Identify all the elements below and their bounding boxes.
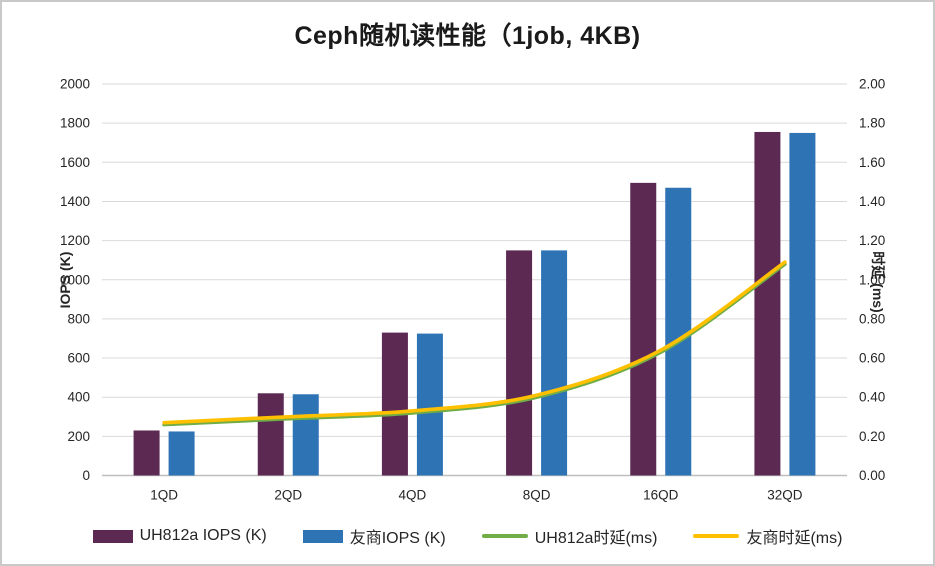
- left-axis-tick-label: 800: [67, 311, 90, 326]
- right-axis-tick-label: 0.80: [859, 311, 885, 326]
- bar-uh812a-16qd: [630, 182, 657, 476]
- bar-youshang-1qd: [168, 431, 195, 476]
- left-axis-tick-label: 1200: [60, 233, 90, 248]
- left-axis-tick-label: 2000: [60, 77, 90, 92]
- legend-item-3: 友商时延(ms): [693, 524, 842, 548]
- legend-item-2: UH812a时延(ms): [481, 524, 658, 548]
- chart-title: Ceph随机读性能（1job, 4KB): [294, 22, 641, 50]
- left-axis-tick-label: 400: [67, 390, 90, 405]
- bar-uh812a-2qd: [257, 393, 284, 476]
- bar-youshang-4qd: [416, 333, 443, 476]
- legend-line-swatch-2: [481, 534, 528, 538]
- bar-youshang-16qd: [665, 187, 692, 476]
- bar-uh812a-4qd: [381, 332, 408, 476]
- left-axis-title: IOPS (K): [57, 251, 73, 309]
- legend-bar-swatch-1: [302, 529, 343, 543]
- left-axis-tick-label: 200: [67, 429, 90, 444]
- right-axis-tick-label: 0.40: [859, 390, 885, 405]
- legend-item-label: UH812a时延(ms): [534, 530, 658, 547]
- bar-youshang-32qd: [789, 132, 816, 476]
- left-axis-tick-label: 1400: [60, 194, 90, 209]
- x-axis-tick-label: 4QD: [399, 488, 427, 503]
- legend: UH812a IOPS (K) 友商IOPS (K) UH812a时延(ms) 友商时…: [2, 524, 933, 548]
- legend-item-label: 友商IOPS (K): [349, 530, 446, 547]
- legend-item-0: UH812a IOPS (K): [92, 527, 267, 545]
- x-axis-tick-label: 16QD: [643, 488, 679, 503]
- x-axis-tick-label: 1QD: [150, 488, 178, 503]
- left-axis-tick-label: 0: [82, 468, 90, 483]
- legend-item-label: 友商时延(ms): [746, 530, 843, 547]
- bar-uh812a-8qd: [506, 250, 533, 476]
- right-axis-tick-label: 0.60: [859, 351, 885, 366]
- right-axis-tick-label: 1.60: [859, 155, 885, 170]
- bar-youshang-2qd: [292, 394, 319, 476]
- legend-item-label: UH812a IOPS (K): [139, 527, 267, 544]
- right-axis-tick-label: 2.00: [859, 77, 885, 92]
- right-axis-tick-label: 1.40: [859, 194, 885, 209]
- left-axis-tick-label: 1000: [60, 272, 90, 287]
- legend-bar-swatch-0: [92, 529, 133, 543]
- left-axis-tick-label: 1600: [60, 155, 90, 170]
- right-axis-tick-label: 1.00: [859, 272, 885, 287]
- x-axis-tick-label: 32QD: [767, 488, 803, 503]
- x-axis-tick-label: 8QD: [523, 488, 551, 503]
- x-axis-tick-label: 2QD: [274, 488, 302, 503]
- bar-uh812a-1qd: [133, 430, 160, 476]
- legend-item-1: 友商IOPS (K): [302, 524, 446, 548]
- right-axis-tick-label: 1.80: [859, 116, 885, 131]
- bar-uh812a-32qd: [754, 131, 781, 476]
- bar-youshang-8qd: [541, 250, 568, 476]
- legend-line-swatch-3: [693, 534, 740, 538]
- left-axis-tick-label: 600: [67, 351, 90, 366]
- right-axis-title: 时延 (ms): [870, 251, 886, 313]
- left-axis-tick-label: 1800: [60, 116, 90, 131]
- line-series-youshang-latency: [162, 260, 787, 425]
- right-axis-tick-label: 1.20: [859, 233, 885, 248]
- line-series-uh812a-latency: [162, 262, 787, 427]
- right-axis-tick-label: 0.00: [859, 468, 885, 483]
- right-axis-tick-label: 0.20: [859, 429, 885, 444]
